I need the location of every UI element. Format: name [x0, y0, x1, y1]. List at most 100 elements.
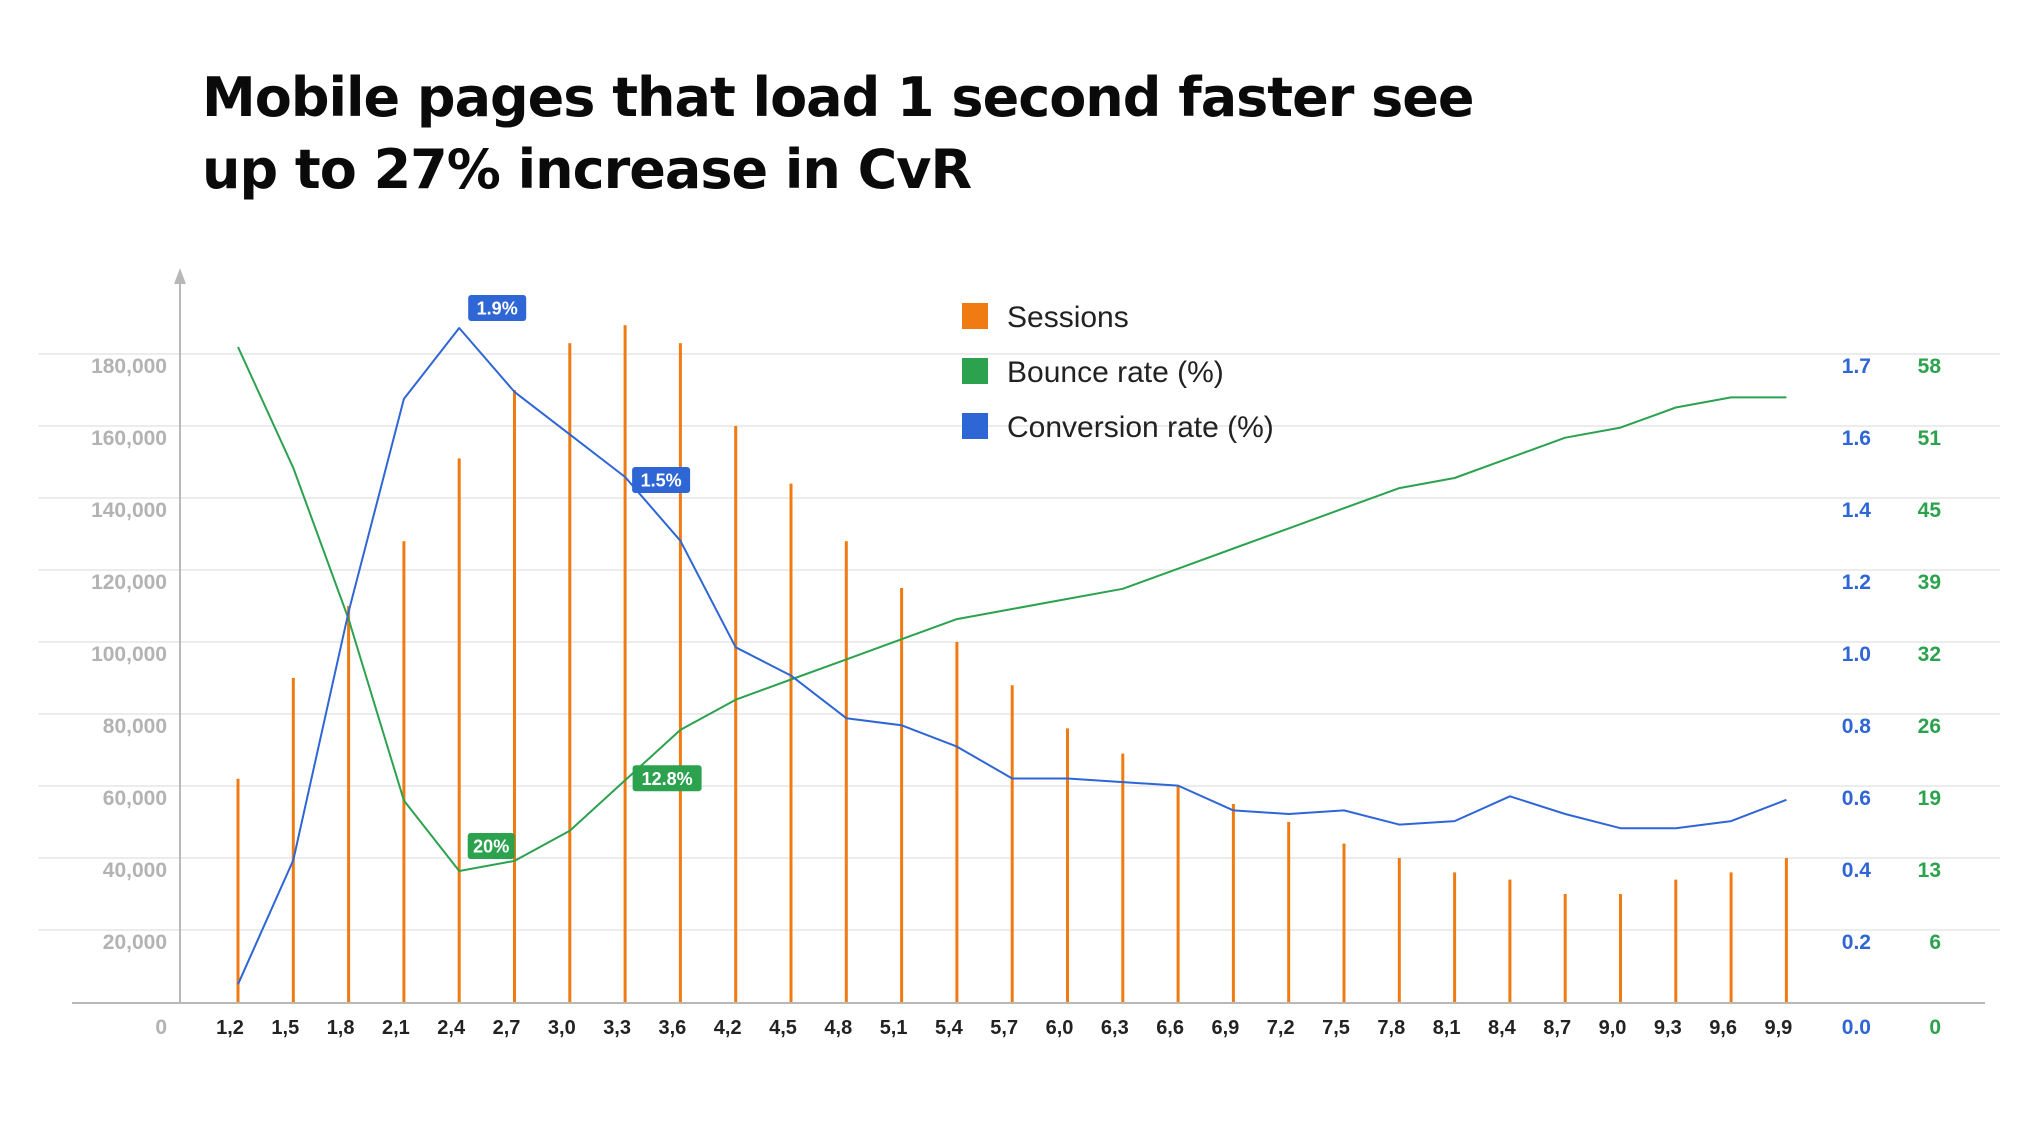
sessions-bar	[623, 325, 627, 1002]
y-right-conversion-tick-label: 0.8	[1842, 715, 1872, 738]
x-tick-label: 6,9	[1211, 1017, 1239, 1039]
data-callout-box	[632, 466, 691, 493]
legend-swatch	[962, 303, 988, 329]
sessions-bar	[1121, 753, 1125, 1002]
x-tick-label: 7,2	[1267, 1017, 1295, 1039]
callouts: 1.9% 1.5% 20% 12.8%	[467, 295, 702, 859]
conversion-rate-line	[237, 327, 1787, 985]
sessions-bar	[1729, 872, 1733, 1002]
data-callout-label: 12.8%	[642, 769, 693, 789]
y-right-conversion-tick-label: 0.0	[1842, 1016, 1871, 1039]
y-right-conversion-tick-label: 1.0	[1842, 643, 1871, 666]
sessions-bar	[734, 426, 738, 1002]
sessions-bar	[236, 778, 240, 1002]
sessions-bar	[955, 642, 959, 1002]
sessions-bar	[513, 390, 516, 1002]
y-left-tick-label: 100,000	[91, 643, 167, 666]
x-tick-label: 5,1	[880, 1017, 908, 1039]
legend-item: Conversion rate (%)	[962, 411, 1274, 444]
y-right-bounce-tick-label: 58	[1918, 355, 1942, 378]
y-right-bounce-tick-label: 0	[1929, 1016, 1941, 1039]
x-tick-label: 6,0	[1046, 1017, 1074, 1039]
data-callout-label: 1.5%	[641, 470, 682, 490]
y-right-conversion-tick-label: 0.4	[1842, 859, 1872, 882]
sessions-bar	[789, 483, 793, 1003]
sessions-bar	[1287, 822, 1291, 1002]
sessions-bar	[1397, 858, 1401, 1002]
sessions-bar	[1176, 786, 1180, 1002]
y-left-tick-label: 0	[155, 1016, 167, 1039]
y-left-tick-label: 40,000	[103, 859, 167, 882]
y-left-tick-label: 60,000	[103, 787, 167, 810]
x-tick-label: 3,3	[603, 1017, 631, 1039]
y-left-tick-label: 140,000	[91, 499, 167, 522]
data-callout-box	[467, 833, 515, 859]
data-callout: 12.8%	[632, 765, 702, 792]
x-tick-label: 5,4	[935, 1017, 964, 1039]
x-tick-label: 2,7	[493, 1017, 521, 1039]
x-tick-label: 9,6	[1709, 1017, 1737, 1039]
x-tick-label: 1,8	[327, 1017, 355, 1039]
x-tick-label: 7,5	[1322, 1017, 1350, 1039]
tick-labels: 1,2 1,5 1,8 2,1 2,4 2,7 3,0 3,3 3,6 4,2 4,5 4,8 5,1 5…	[91, 355, 1941, 1039]
sessions-bar	[844, 541, 848, 1002]
y-right-bounce-tick-label: 6	[1929, 931, 1941, 954]
data-callout-label: 1.9%	[477, 299, 518, 319]
legend-label: Conversion rate (%)	[1007, 411, 1274, 444]
data-callout-box	[632, 765, 702, 792]
chart-title: Mobile pages that load 1 second faster s…	[202, 62, 1502, 206]
legend-label: Sessions	[1007, 301, 1129, 334]
y-right-conversion-tick-label: 0.2	[1842, 931, 1871, 954]
sessions-bar	[1508, 879, 1512, 1002]
y-left-tick-label: 20,000	[103, 931, 167, 954]
data-callout-label: 20%	[473, 837, 509, 857]
y-right-conversion-tick-label: 0.6	[1842, 787, 1871, 810]
sessions-bar	[678, 343, 682, 1002]
sessions-bar	[1619, 894, 1622, 1002]
chart-title-line-2: up to 27% increase in CvR	[202, 138, 972, 201]
legend-label: Bounce rate (%)	[1007, 356, 1224, 389]
x-tick-label: 1,2	[216, 1017, 244, 1039]
x-tick-label: 9,9	[1764, 1017, 1792, 1039]
x-tick-label: 8,4	[1488, 1017, 1517, 1039]
chart-title-line-1: Mobile pages that load 1 second faster s…	[202, 66, 1475, 129]
data-callout: 20%	[467, 833, 515, 859]
sessions-bar	[291, 678, 295, 1002]
sessions-bar	[1784, 858, 1788, 1002]
y-right-conversion-tick-label: 1.7	[1842, 355, 1871, 378]
x-tick-label: 8,7	[1543, 1017, 1571, 1039]
rate-lines	[237, 327, 1787, 985]
sessions-bar	[1342, 843, 1346, 1002]
y-right-bounce-tick-label: 51	[1918, 427, 1942, 450]
y-right-conversion-tick-label: 1.6	[1842, 427, 1871, 450]
x-tick-label: 2,4	[437, 1017, 466, 1039]
sessions-bar	[1563, 894, 1567, 1002]
sessions-bar	[347, 606, 351, 1002]
legend-item: Bounce rate (%)	[962, 356, 1224, 389]
y-left-tick-label: 160,000	[91, 427, 167, 450]
sessions-bar	[900, 588, 904, 1002]
x-tick-label: 4,5	[769, 1017, 797, 1039]
data-callout: 1.9%	[468, 295, 527, 321]
x-tick-label: 5,7	[990, 1017, 1018, 1039]
x-tick-label: 9,0	[1599, 1017, 1627, 1039]
x-tick-label: 3,0	[548, 1017, 576, 1039]
sessions-bar	[1453, 872, 1457, 1002]
y-left-tick-label: 120,000	[91, 571, 167, 594]
bounce-rate-line	[237, 346, 1787, 872]
legend-item: Sessions	[962, 301, 1129, 334]
axes	[72, 268, 1985, 1004]
y-right-bounce-tick-label: 13	[1918, 859, 1941, 882]
data-callout-box	[468, 295, 527, 321]
legend: Sessions Bounce rate (%) Conversion rate (…	[962, 301, 1274, 444]
x-tick-label: 4,2	[714, 1017, 742, 1039]
sessions-bar	[1066, 728, 1069, 1002]
y-axis-arrow	[174, 268, 186, 284]
y-right-bounce-tick-label: 19	[1918, 787, 1941, 810]
x-tick-label: 4,8	[824, 1017, 852, 1039]
sessions-bar	[457, 458, 461, 1002]
y-right-conversion-tick-label: 1.2	[1842, 571, 1871, 594]
sessions-bar	[1231, 804, 1235, 1002]
x-tick-label: 9,3	[1654, 1017, 1682, 1039]
